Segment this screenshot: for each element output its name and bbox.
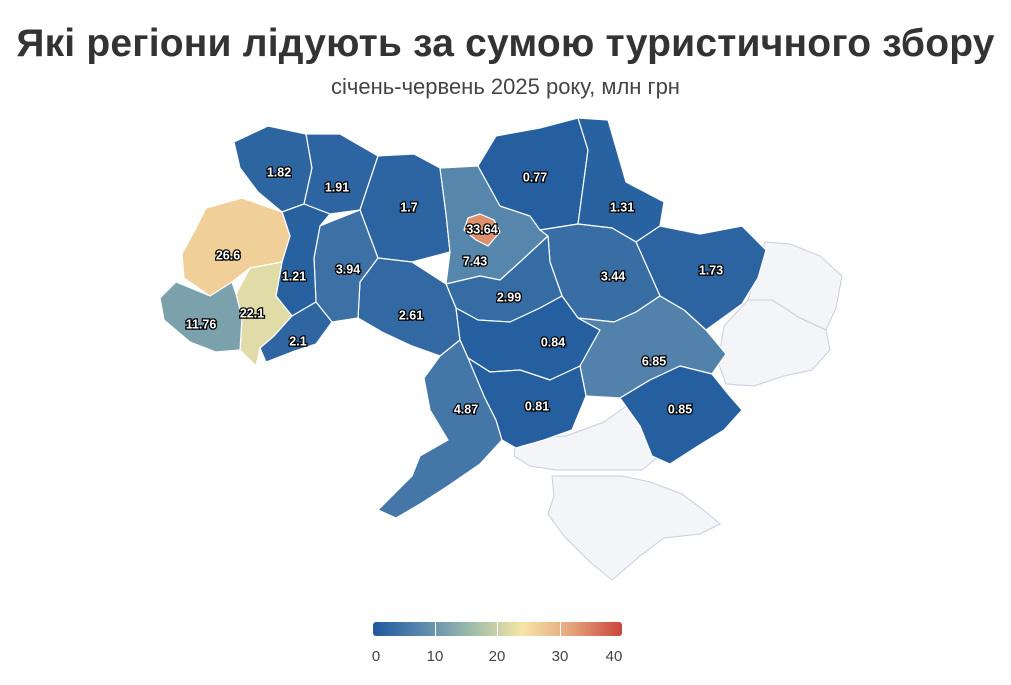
chart-title: Які регіони лідують за сумою туристичног… [16, 22, 995, 65]
value-label-odesa: 4.87 [454, 402, 478, 416]
legend-tick-label: 10 [426, 648, 444, 665]
legend-tick-label: 40 [605, 648, 623, 665]
region-chernivtsi[interactable] [259, 301, 333, 363]
value-label-sumy: 1.31 [610, 200, 634, 214]
value-label-mykolaiv: 0.81 [525, 399, 549, 413]
value-label-zakarpattia: 11.76 [186, 317, 217, 331]
value-label-vinnytsia: 2.61 [399, 308, 423, 322]
region-vinnytsia[interactable] [357, 257, 461, 357]
value-label-dnipropetrovsk: 6.85 [642, 354, 666, 368]
region-zhytomyr[interactable] [359, 153, 451, 263]
chart-subtitle: січень-червень 2025 року, млн грн [331, 74, 680, 99]
value-label-zaporizhzhia: 0.85 [668, 402, 692, 416]
region-sumy[interactable] [577, 117, 665, 243]
region-crimea[interactable] [547, 475, 721, 581]
value-label-poltava: 3.44 [601, 269, 625, 283]
region-mykolaiv[interactable] [467, 357, 587, 449]
value-label-kyiv-oblast: 7.43 [463, 254, 487, 268]
region-donetsk[interactable] [717, 299, 831, 387]
value-label-ternopil: 1.21 [282, 269, 306, 283]
value-label-lviv: 26.6 [216, 248, 240, 262]
legend-tick-label: 20 [488, 648, 506, 665]
value-label-chernihiv: 0.77 [523, 170, 547, 184]
legend-tick-label: 0 [371, 648, 381, 665]
no-data-regions [513, 241, 843, 581]
legend-tick-mark [435, 622, 436, 636]
region-zakarpattia[interactable] [159, 281, 243, 353]
value-label-volyn: 1.82 [267, 165, 291, 179]
value-label-kharkiv: 1.73 [699, 263, 723, 277]
value-label-kyiv-city: 33.64 [466, 222, 497, 236]
value-label-khmelnytskyi: 3.94 [336, 262, 360, 276]
value-label-rivne: 1.91 [325, 180, 349, 194]
legend-tick-mark [497, 622, 498, 636]
value-label-kirovohrad: 0.84 [541, 335, 565, 349]
legend-tick-label: 30 [551, 648, 569, 665]
legend-tick-mark [560, 622, 561, 636]
region-lviv[interactable] [181, 197, 291, 297]
value-label-zhytomyr: 1.7 [400, 200, 417, 214]
value-label-ivano-frankivsk: 22.1 [240, 306, 264, 320]
region-kyiv-city[interactable] [463, 213, 501, 247]
region-zaporizhzhia[interactable] [619, 365, 743, 465]
value-label-chernivtsi: 2.1 [289, 334, 306, 348]
value-label-cherkasy: 2.99 [497, 290, 521, 304]
